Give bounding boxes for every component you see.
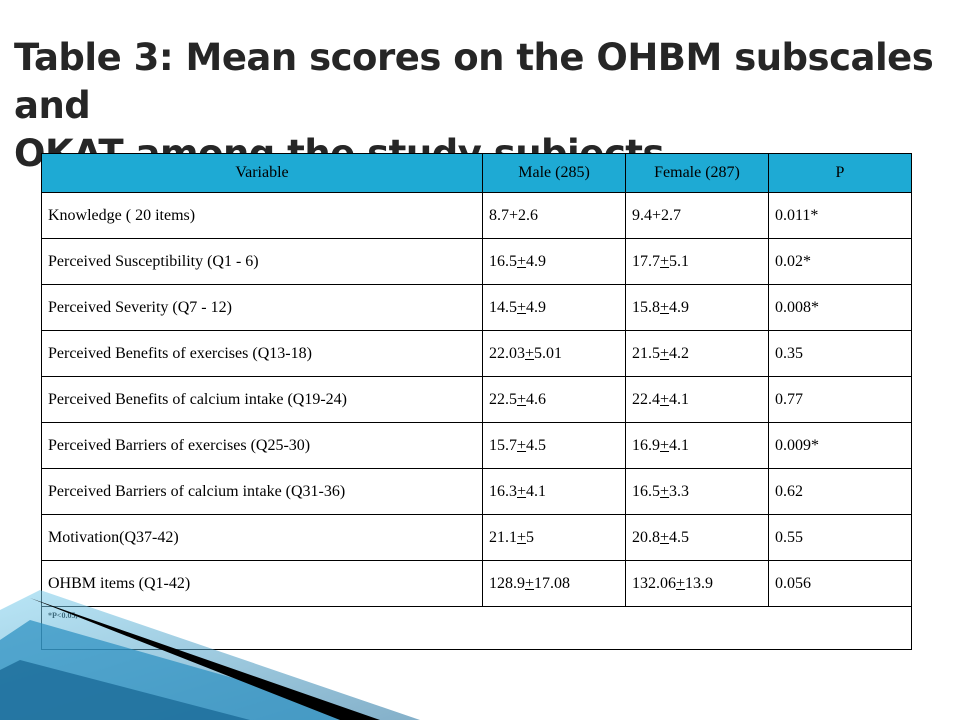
header-female: Female (287) [625, 153, 769, 193]
cell-female: 9.4+2.7 [625, 192, 769, 239]
slide-title-line-1: Table 3: Mean scores on the OHBM subscal… [14, 36, 934, 127]
cell-female: 16.5+3.3 [625, 468, 769, 515]
cell-variable: Perceived Benefits of exercises (Q13-18) [41, 330, 483, 377]
cell-variable: Perceived Benefits of calcium intake (Q1… [41, 376, 483, 423]
cell-p: 0.35 [768, 330, 912, 377]
cell-p: 0.009* [768, 422, 912, 469]
cell-male: 22.5+4.6 [482, 376, 626, 423]
table-row: Motivation(Q37-42) 21.1+5 20.8+4.5 0.55 [41, 514, 912, 561]
cell-male: 16.5+4.9 [482, 238, 626, 285]
cell-male: 16.3+4.1 [482, 468, 626, 515]
table-row: Perceived Barriers of exercises (Q25-30)… [41, 422, 912, 469]
cell-variable: Motivation(Q37-42) [41, 514, 483, 561]
table-header-row: Variable Male (285) Female (287) P [41, 153, 912, 193]
cell-female: 15.8+4.9 [625, 284, 769, 331]
cell-p: 0.55 [768, 514, 912, 561]
table-row: Knowledge ( 20 items) 8.7+2.6 9.4+2.7 0.011… [41, 192, 912, 239]
cell-p: 0.011* [768, 192, 912, 239]
header-variable: Variable [41, 153, 483, 193]
cell-variable: Perceived Susceptibility (Q1 - 6) [41, 238, 483, 285]
cell-male: 128.9+17.08 [482, 560, 626, 607]
scores-table: Variable Male (285) Female (287) P Knowl… [41, 153, 912, 650]
table-row: OHBM items (Q1-42) 128.9+17.08 132.06+13.9… [41, 560, 912, 607]
table-row: Perceived Benefits of exercises (Q13-18)… [41, 330, 912, 377]
cell-female: 21.5+4.2 [625, 330, 769, 377]
cell-p: 0.02* [768, 238, 912, 285]
cell-female: 16.9+4.1 [625, 422, 769, 469]
cell-variable: Perceived Severity (Q7 - 12) [41, 284, 483, 331]
cell-male: 14.5+4.9 [482, 284, 626, 331]
cell-female: 17.7+5.1 [625, 238, 769, 285]
cell-female: 22.4+4.1 [625, 376, 769, 423]
cell-male: 21.1+5 [482, 514, 626, 561]
cell-p: 0.008* [768, 284, 912, 331]
table-row: Perceived Barriers of calcium intake (Q3… [41, 468, 912, 515]
decorative-swoosh [0, 590, 420, 720]
header-male: Male (285) [482, 153, 626, 193]
cell-variable: OHBM items (Q1-42) [41, 560, 483, 607]
cell-p: 0.77 [768, 376, 912, 423]
cell-variable: Perceived Barriers of exercises (Q25-30) [41, 422, 483, 469]
table-body: Knowledge ( 20 items) 8.7+2.6 9.4+2.7 0.011… [41, 192, 912, 607]
cell-male: 15.7+4.5 [482, 422, 626, 469]
table-row: Perceived Severity (Q7 - 12) 14.5+4.9 15.8… [41, 284, 912, 331]
table-row: Perceived Susceptibility (Q1 - 6) 16.5+4.… [41, 238, 912, 285]
cell-male: 22.03+5.01 [482, 330, 626, 377]
cell-female: 132.06+13.9 [625, 560, 769, 607]
cell-female: 20.8+4.5 [625, 514, 769, 561]
table-row: Perceived Benefits of calcium intake (Q1… [41, 376, 912, 423]
cell-p: 0.056 [768, 560, 912, 607]
cell-variable: Knowledge ( 20 items) [41, 192, 483, 239]
cell-male: 8.7+2.6 [482, 192, 626, 239]
header-p: P [768, 153, 912, 193]
cell-p: 0.62 [768, 468, 912, 515]
cell-variable: Perceived Barriers of calcium intake (Q3… [41, 468, 483, 515]
